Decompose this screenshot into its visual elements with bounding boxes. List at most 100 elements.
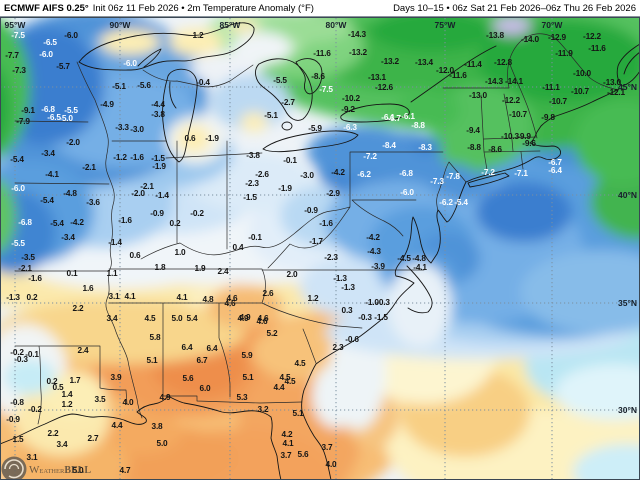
anomaly-value: -4.5 <box>397 253 411 263</box>
anomaly-value: -4.1 <box>413 262 427 272</box>
anomaly-value: 3.2 <box>258 404 270 414</box>
anomaly-value: -1.2 <box>113 152 127 162</box>
anomaly-value: 1.1 <box>107 268 119 278</box>
anomaly-value: -6.0 <box>400 187 414 197</box>
anomaly-value: 5.8 <box>150 332 162 342</box>
anomaly-value: -4.2 <box>331 167 345 177</box>
anomaly-value: 3.4 <box>57 439 69 449</box>
anomaly-value: -0.9 <box>304 205 318 215</box>
anomaly-value: -3.0 <box>300 170 314 180</box>
anomaly-value: -3.6 <box>86 197 100 207</box>
latitude-label: 40°N <box>618 190 637 200</box>
valid-period: Days 10–15 • 06z Sat 21 Feb 2026–06z Thu… <box>393 2 636 14</box>
anomaly-value: -0.9 <box>150 208 164 218</box>
anomaly-value: 4.2 <box>282 429 294 439</box>
anomaly-value: -8.4 <box>382 140 396 150</box>
anomaly-value: -6.2 <box>439 197 453 207</box>
anomaly-value: -6.7 <box>387 113 401 123</box>
anomaly-value: -5.7 <box>56 61 70 71</box>
atlantic-gulf-coastline <box>0 88 620 480</box>
anomaly-value: -13.8 <box>486 30 504 40</box>
anomaly-value: -8.6 <box>488 144 502 154</box>
anomaly-value: -3.5 <box>21 252 35 262</box>
anomaly-value: 3.5 <box>95 394 107 404</box>
anomaly-value: -9.2 <box>341 104 355 114</box>
anomaly-value: -4.3 <box>367 246 381 256</box>
anomaly-value: -1.3 <box>6 292 20 302</box>
anomaly-value: 0.2 <box>47 376 59 386</box>
anomaly-value: -5.1 <box>112 81 126 91</box>
anomaly-value: -2.0 <box>131 188 145 198</box>
latitude-label: 30°N <box>618 405 637 415</box>
anomaly-value: 4.6 <box>258 313 270 323</box>
anomaly-value: -0.1 <box>25 349 39 359</box>
anomaly-value: -9.9 <box>517 131 531 141</box>
anomaly-value: 2.0 <box>287 269 299 279</box>
anomaly-value: -5.6 <box>137 80 151 90</box>
anomaly-value: -12.1 <box>607 87 625 97</box>
anomaly-value: 1.5 <box>13 434 25 444</box>
anomaly-value: -5.4 <box>10 154 24 164</box>
anomaly-value: -7.5 <box>11 30 25 40</box>
anomaly-value: -13.0 <box>469 90 487 100</box>
anomaly-value: 1.2 <box>308 293 320 303</box>
anomaly-value: -6.8 <box>399 168 413 178</box>
anomaly-value: -7.9 <box>16 116 30 126</box>
anomaly-value: -1.3 <box>341 282 355 292</box>
anomaly-value: -9.4 <box>466 125 480 135</box>
anomaly-value: -1.4 <box>108 237 122 247</box>
anomaly-value: -0.2 <box>190 208 204 218</box>
anomaly-value: -6.5 <box>47 112 61 122</box>
anomaly-value: -13.4 <box>415 57 433 67</box>
grid-coordinate-labels: 95°W 90°W 85°W 80°W 75°W 70°W 45°N 40°N 35°N 30°N <box>5 20 637 415</box>
anomaly-value: 4.1 <box>283 438 295 448</box>
anomaly-value: -8.8 <box>411 120 425 130</box>
anomaly-value: -4.8 <box>412 253 426 263</box>
anomaly-value: -6.4 <box>548 165 562 175</box>
anomaly-value: -6.8 <box>41 104 55 114</box>
anomaly-value: -6.5 <box>43 37 57 47</box>
anomaly-value: 4.5 <box>145 313 157 323</box>
anomaly-value: -8.3 <box>418 142 432 152</box>
outer-banks-coastline <box>406 265 433 314</box>
anomaly-value: -11.6 <box>313 48 331 58</box>
anomaly-value: -0.6 <box>345 334 359 344</box>
anomaly-value: -5.5 <box>11 238 25 248</box>
longitude-label: 70°W <box>542 20 564 30</box>
anomaly-value: -2.1 <box>140 181 154 191</box>
anomaly-value: 1.9 <box>195 263 207 273</box>
anomaly-value: -2.9 <box>326 188 340 198</box>
anomaly-value: -12.6 <box>375 82 393 92</box>
anomaly-value: -9.1 <box>21 105 35 115</box>
anomaly-value: -11.6 <box>449 70 467 80</box>
anomaly-value: 6.7 <box>197 355 209 365</box>
anomaly-value: -0.2 <box>10 347 24 357</box>
anomaly-value: -0.3 <box>376 297 390 307</box>
anomaly-value: -3.9 <box>371 261 385 271</box>
anomaly-value: -0.9 <box>6 414 20 424</box>
anomaly-value: -0.1 <box>248 232 262 242</box>
anomaly-value: -11.6 <box>588 43 606 53</box>
anomaly-value: 5.1 <box>243 372 255 382</box>
anomaly-color-field <box>0 17 640 480</box>
anomaly-value: 2.4 <box>218 266 230 276</box>
anomaly-value: 5.6 <box>183 373 195 383</box>
longitude-label: 75°W <box>435 20 457 30</box>
anomaly-value: -8.6 <box>311 71 325 81</box>
anomaly-value: 1.6 <box>83 283 95 293</box>
anomaly-value: -10.7 <box>571 86 589 96</box>
anomaly-value: 6.4 <box>182 342 194 352</box>
anomaly-value: 5.2 <box>267 328 279 338</box>
anomaly-value: -0.3 <box>358 312 372 322</box>
weatherbell-logo: WEATHERBELL <box>1 456 91 480</box>
anomaly-value: 0.2 <box>170 218 182 228</box>
anomaly-value: 5.0 <box>73 465 85 475</box>
anomaly-value: -0.2 <box>28 404 42 414</box>
anomaly-value: 6.0 <box>200 383 212 393</box>
anomaly-value: -6.8 <box>18 217 32 227</box>
anomaly-value: 4.0 <box>123 397 135 407</box>
anomaly-value: -1.6 <box>118 215 132 225</box>
longitude-label: 95°W <box>5 20 27 30</box>
anomaly-value: 4.1 <box>177 292 189 302</box>
anomaly-value: 4.6 <box>227 293 239 303</box>
